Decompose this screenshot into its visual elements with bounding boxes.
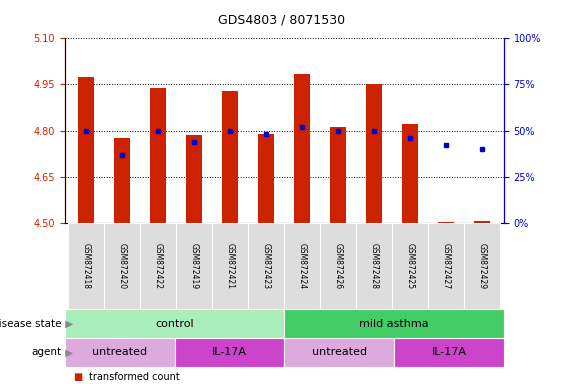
Text: GSM872421: GSM872421 — [226, 243, 235, 289]
Bar — [330, 127, 346, 223]
Text: ▶: ▶ — [62, 347, 73, 358]
Bar — [284, 338, 394, 367]
Bar — [222, 91, 238, 223]
Bar — [320, 223, 356, 309]
Text: GSM872425: GSM872425 — [406, 243, 415, 289]
Text: transformed count: transformed count — [89, 372, 180, 382]
Bar — [294, 74, 310, 223]
Bar — [186, 135, 203, 223]
Text: GSM872429: GSM872429 — [478, 243, 487, 289]
Text: mild asthma: mild asthma — [359, 318, 429, 329]
Text: GSM872418: GSM872418 — [82, 243, 91, 289]
Text: ▶: ▶ — [62, 318, 73, 329]
Bar — [150, 88, 167, 223]
Bar — [464, 223, 501, 309]
Text: GSM872426: GSM872426 — [334, 243, 343, 289]
Text: IL-17A: IL-17A — [431, 347, 467, 358]
Bar — [366, 84, 382, 223]
Text: disease state: disease state — [0, 318, 62, 329]
Bar — [356, 223, 392, 309]
Text: ■: ■ — [73, 372, 82, 382]
Bar — [212, 223, 248, 309]
Text: GSM872424: GSM872424 — [298, 243, 307, 289]
Bar — [114, 138, 131, 223]
Bar — [392, 223, 428, 309]
Bar — [104, 223, 140, 309]
Bar — [428, 223, 464, 309]
Bar — [438, 222, 454, 223]
Bar — [175, 338, 284, 367]
Bar — [474, 221, 490, 223]
Text: GSM872427: GSM872427 — [442, 243, 451, 289]
Bar — [402, 124, 418, 223]
Text: untreated: untreated — [312, 347, 367, 358]
Bar — [140, 223, 176, 309]
Bar — [258, 134, 274, 223]
Bar — [394, 338, 504, 367]
Text: agent: agent — [32, 347, 62, 358]
Text: control: control — [155, 318, 194, 329]
Bar — [284, 309, 504, 338]
Bar — [176, 223, 212, 309]
Bar — [68, 223, 104, 309]
Bar — [248, 223, 284, 309]
Bar — [284, 223, 320, 309]
Text: IL-17A: IL-17A — [212, 347, 247, 358]
Text: GDS4803 / 8071530: GDS4803 / 8071530 — [218, 13, 345, 26]
Bar — [65, 309, 284, 338]
Text: GSM872428: GSM872428 — [370, 243, 379, 289]
Text: GSM872423: GSM872423 — [262, 243, 271, 289]
Text: untreated: untreated — [92, 347, 147, 358]
Bar — [78, 77, 95, 223]
Text: GSM872420: GSM872420 — [118, 243, 127, 289]
Bar — [65, 338, 175, 367]
Text: GSM872422: GSM872422 — [154, 243, 163, 289]
Text: GSM872419: GSM872419 — [190, 243, 199, 289]
